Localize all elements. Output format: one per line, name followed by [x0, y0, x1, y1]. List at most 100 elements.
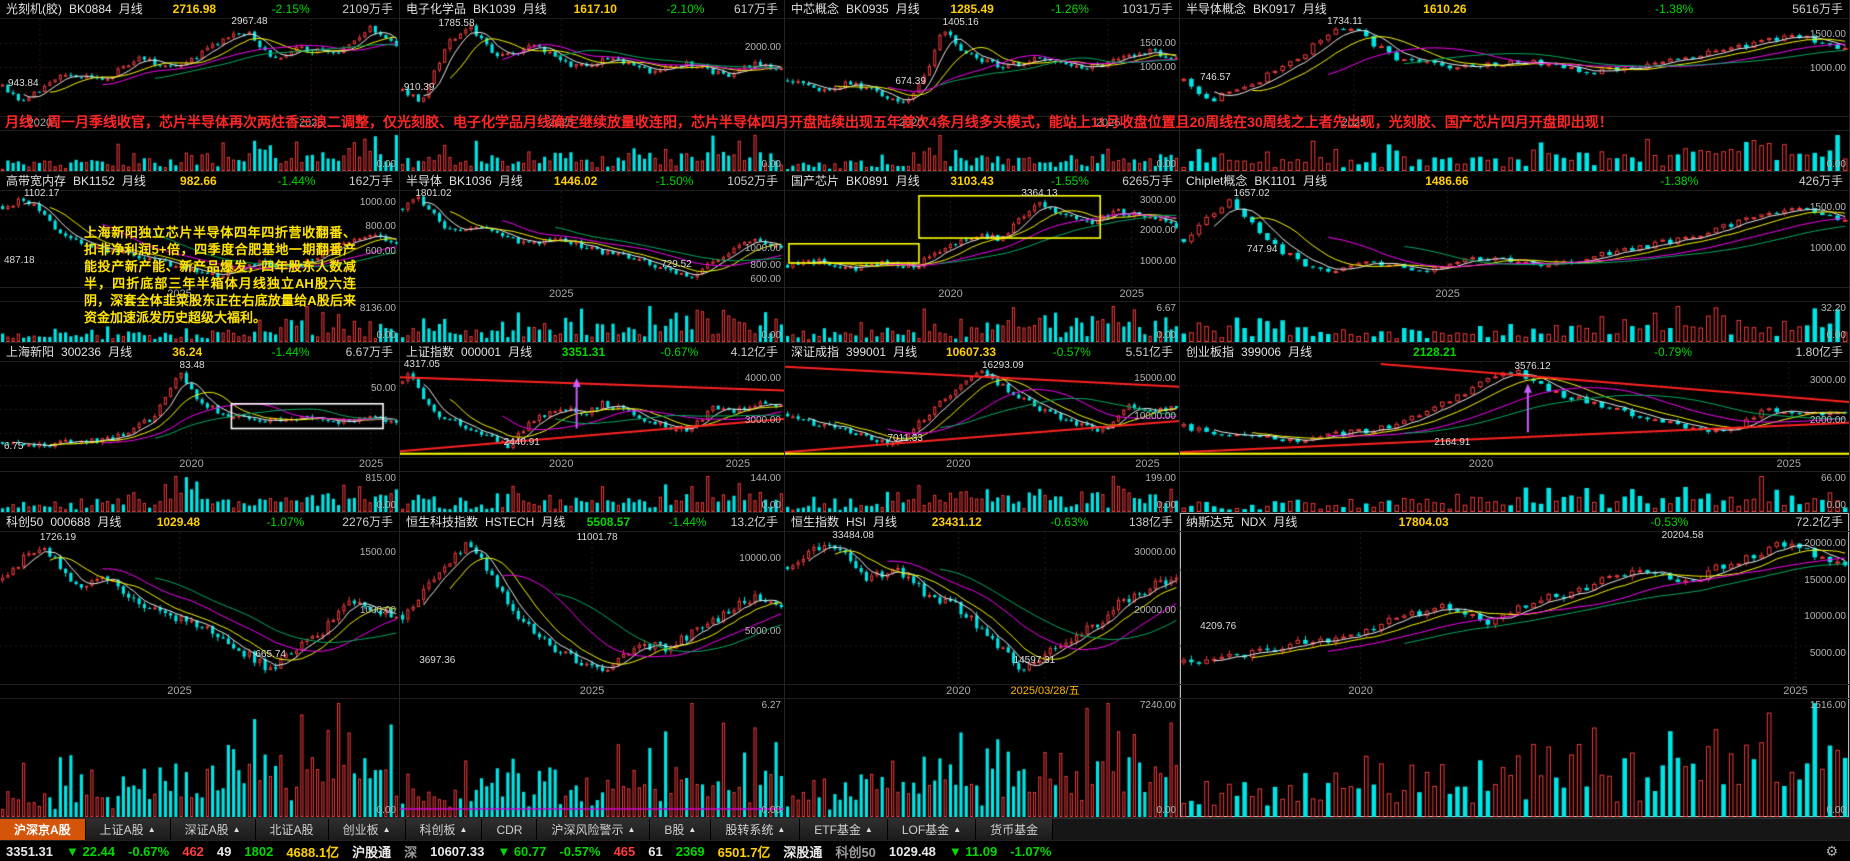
market-tab-3[interactable]: 北证A股: [255, 819, 329, 840]
time-axis: 2020 2025: [785, 457, 1179, 472]
chart-panel-399001[interactable]: 深证成指 399001 月线 10607.33 -0.57% 5.51亿手 15000.00…: [785, 343, 1180, 513]
chart-panel-BK1152[interactable]: 高带宽内存 BK1152 月线 982.66 -1.44% 162万手 1000.00 800…: [0, 172, 400, 343]
x-axis-label: 2020: [27, 117, 53, 129]
chart-panel-HSI[interactable]: 恒生指数 HSI 月线 23431.12 -0.63% 138亿手 30000.00 2000…: [785, 513, 1180, 818]
price-chart-area[interactable]: 30000.00 20000.00 33484.08 14597.31: [785, 530, 1179, 684]
stock-code: HSTECH: [485, 515, 535, 529]
volume-canvas: [785, 472, 1179, 512]
chart-panel-000001[interactable]: 上证指数 000001 月线 3351.31 -0.67% 4.12亿手 4000.00 30…: [400, 343, 785, 513]
stock-name: 电子化学品: [406, 2, 467, 16]
chart-header: 恒生科技指数 HSTECH 月线 5508.57 -1.44% 13.2亿手: [400, 513, 784, 531]
volume-pane: 144.00 0.00: [400, 472, 784, 512]
x-axis-label: 2025: [579, 685, 605, 697]
last-price: 17804.03: [1398, 515, 1449, 529]
change-percent: -0.79%: [1653, 345, 1693, 359]
stock-code: 300236: [61, 345, 102, 359]
market-tab-12[interactable]: 货币基金: [976, 819, 1054, 840]
volume-zero-label: 0.00: [376, 159, 396, 170]
tab-label: 沪深京A股: [14, 823, 71, 837]
x-axis-label: 2020: [1348, 685, 1373, 697]
volume-canvas: [400, 131, 784, 171]
price-annotation: 487.18: [3, 255, 35, 267]
volume-canvas: [1180, 302, 1849, 342]
volume-canvas: [0, 302, 399, 342]
change-percent: -1.38%: [1660, 174, 1699, 188]
status-item-11: -0.57%: [559, 843, 601, 859]
market-tab-0[interactable]: 沪深京A股: [0, 819, 86, 840]
price-canvas: [1180, 532, 1849, 684]
volume-readout: 6.67万手: [345, 345, 393, 359]
market-tab-1[interactable]: 上证A股 ▲: [85, 819, 171, 840]
price-chart-area[interactable]: 50.00 83.48 6.75: [0, 359, 399, 457]
time-axis: 2025: [400, 684, 784, 699]
period-label: 月线: [118, 2, 143, 16]
price-chart-area[interactable]: 3000.00 2000.00 3576.12 2164.91: [1180, 361, 1849, 457]
market-tab-2[interactable]: 深证A股 ▲: [170, 819, 256, 840]
chart-panel-BK0935[interactable]: 中芯概念 BK0935 月线 1285.49 -1.26% 1031万手 1500.00 10…: [785, 0, 1180, 172]
period-label: 月线: [541, 515, 566, 529]
chart-panel-399006[interactable]: 创业板指 399006 月线 2128.21 -0.79% 1.80亿手 3000.00 20…: [1180, 343, 1850, 513]
chart-panel-BK1101[interactable]: Chiplet概念 BK1101 月线 1486.66 -1.38% 426万手 1500.…: [1180, 172, 1850, 343]
chart-panel-BK1036[interactable]: 半导体 BK1036 月线 1446.02 -1.50% 1052万手 1000.00 800…: [400, 172, 785, 343]
chart-panel-BK0917[interactable]: 半导体概念 BK0917 月线 1610.26 -1.38% 5616万手 1500.00 1…: [1180, 0, 1850, 172]
market-tab-5[interactable]: 科创板 ▲: [405, 819, 483, 840]
price-chart-area[interactable]: 15000.00 10000.00 16293.09 7011.33: [785, 360, 1179, 457]
price-chart-area[interactable]: 1500.00 1000.00 1726.19 665.74: [0, 531, 399, 684]
price-chart-area[interactable]: 4000.00 3000.00 4317.05 2440.91: [400, 359, 784, 457]
price-chart-area[interactable]: 20000.00 15000.00 10000.00 5000.00 20204.58 4…: [1180, 530, 1849, 684]
chart-panel-BK1039[interactable]: 电子化学品 BK1039 月线 1617.10 -2.10% 617万手 2000.00 17…: [400, 0, 785, 172]
chart-panel-000688[interactable]: 科创50 000688 月线 1029.48 -1.07% 2276万手 1500.00 10…: [0, 513, 400, 818]
y-axis-label: 2000.00: [1139, 225, 1176, 237]
stock-code: BK1039: [473, 2, 516, 16]
market-tab-10[interactable]: ETF基金 ▲: [800, 819, 888, 840]
chart-panel-HSTECH[interactable]: 恒生科技指数 HSTECH 月线 5508.57 -1.44% 13.2亿手 10000.0…: [400, 513, 785, 818]
market-tab-8[interactable]: B股 ▲: [650, 819, 712, 840]
y-axis-label: 1500.00: [359, 547, 396, 559]
price-canvas: [400, 532, 784, 684]
volume-zero-label: 0.00: [761, 500, 781, 511]
chart-panel-NDX[interactable]: 纳斯达克 NDX 月线 17804.03 -0.53% 72.2亿手 20000.00 150…: [1180, 513, 1850, 818]
price-chart-area[interactable]: 10000.00 5000.00 11001.78 3697.36: [400, 531, 784, 684]
volume-scale-label: 6.67: [1156, 303, 1176, 314]
price-chart-area[interactable]: 1000.00 800.00 600.00 1102.17 487.18: [0, 188, 399, 287]
period-label: 月线: [873, 515, 898, 529]
price-annotation: 910.39: [403, 81, 435, 93]
market-tab-9[interactable]: 股转系统 ▲: [711, 819, 801, 840]
volume-readout: 138亿手: [1128, 515, 1174, 529]
period-label: 月线: [121, 174, 146, 188]
chart-panel-BK0891[interactable]: 国产芯片 BK0891 月线 3103.43 -1.55% 6265万手 3000.00 20…: [785, 172, 1180, 343]
stock-name: 上海新阳: [6, 345, 55, 359]
price-chart-area[interactable]: 1000.00 800.00 600.00 1801.02 729.52: [400, 188, 784, 287]
chart-panel-BK0884[interactable]: 光刻机(胶) BK0884 月线 2716.98 -2.15% 2109万手 2967.48…: [0, 0, 400, 172]
market-tab-7[interactable]: 沪深风险警示 ▲: [537, 819, 651, 840]
volume-zero-label: 0.00: [1156, 159, 1176, 170]
price-annotation: 1726.19: [39, 531, 77, 543]
price-chart-area[interactable]: 3000.00 2000.00 1000.00 3364.13: [785, 188, 1179, 287]
price-annotation: 83.48: [179, 359, 205, 371]
price-annotation: 746.57: [1200, 72, 1231, 84]
price-chart-area[interactable]: 1500.00 1000.00 1657.02 747.94: [1180, 188, 1849, 287]
market-tab-6[interactable]: CDR: [482, 819, 538, 840]
x-axis-label: 2025: [1135, 458, 1160, 470]
sort-arrow-icon: ▲: [459, 825, 468, 834]
period-label: 月线: [498, 174, 523, 188]
price-chart-area[interactable]: 1500.00 1000.00 1405.16 674.39: [785, 17, 1179, 116]
price-chart-area[interactable]: 2000.00 1785.58 910.39: [400, 18, 784, 116]
price-chart-area[interactable]: 1500.00 1000.00 1734.11 746.57: [1180, 16, 1849, 116]
x-axis-label: 2025: [167, 288, 192, 300]
sort-arrow-icon: ▲: [232, 825, 241, 834]
market-tab-11[interactable]: LOF基金 ▲: [887, 819, 977, 840]
volume-readout: 5.51亿手: [1125, 345, 1173, 359]
market-tab-4[interactable]: 创业板 ▲: [328, 819, 406, 840]
price-chart-area[interactable]: 2967.48 943.84: [0, 16, 399, 116]
settings-gear-icon[interactable]: ⚙: [1825, 842, 1838, 859]
status-item-15: 6501.7亿: [717, 844, 771, 860]
y-axis-label: 1000.00: [744, 242, 781, 254]
status-item-13: 61: [648, 843, 663, 859]
chart-header: 恒生指数 HSI 月线 23431.12 -0.63% 138亿手: [785, 513, 1179, 531]
tab-label: 深证A股: [184, 823, 229, 837]
x-axis-label: 2025: [1783, 685, 1808, 697]
status-item-14: 2369: [675, 843, 705, 859]
tab-label: 货币基金: [990, 823, 1039, 837]
chart-panel-300236[interactable]: 上海新阳 300236 月线 36.24 -1.44% 6.67万手 50.00 83.48 6…: [0, 343, 400, 513]
